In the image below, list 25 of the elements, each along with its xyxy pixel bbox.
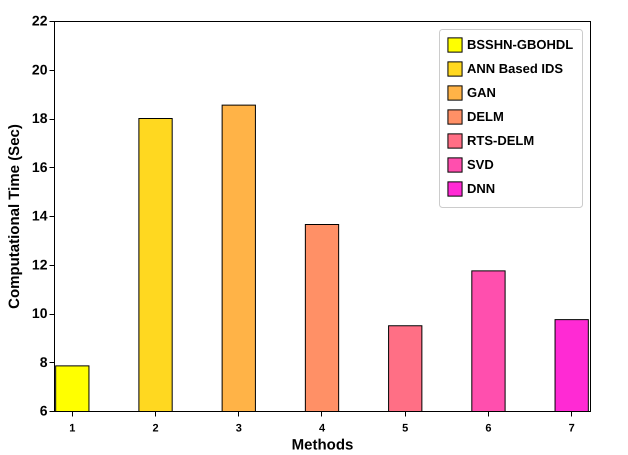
legend-label: RTS-DELM [467,133,534,148]
legend-label: SVD [467,157,494,172]
x-tick-label: 7 [568,422,575,434]
x-tick-label: 6 [485,422,492,434]
legend-label: BSSHN-GBOHDL [467,37,574,52]
x-axis-title: Methods [292,436,354,454]
y-tick-label: 8 [40,354,48,370]
y-tick-label: 20 [32,61,48,78]
y-tick-label: 6 [40,402,48,418]
y-axis-title: Computational Time (Sec) [6,124,23,309]
x-tick-label: 3 [236,422,242,434]
legend-label: ANN Based IDS [467,61,564,76]
legend-label: DELM [467,109,504,124]
y-tick-label: 18 [32,110,48,126]
x-tick-label: 4 [318,422,326,434]
y-tick-label: 14 [32,208,48,224]
legend-label: GAN [467,85,496,100]
y-tick-label: 16 [32,158,48,175]
y-tick-label: 10 [32,305,48,321]
x-tick-label: 2 [152,422,159,434]
y-tick-label: 22 [32,12,48,28]
y-tick-label: 12 [32,256,48,272]
legend-label: DNN [467,181,496,196]
x-tick-label: 1 [69,422,76,434]
x-tick-label: 5 [402,422,408,434]
